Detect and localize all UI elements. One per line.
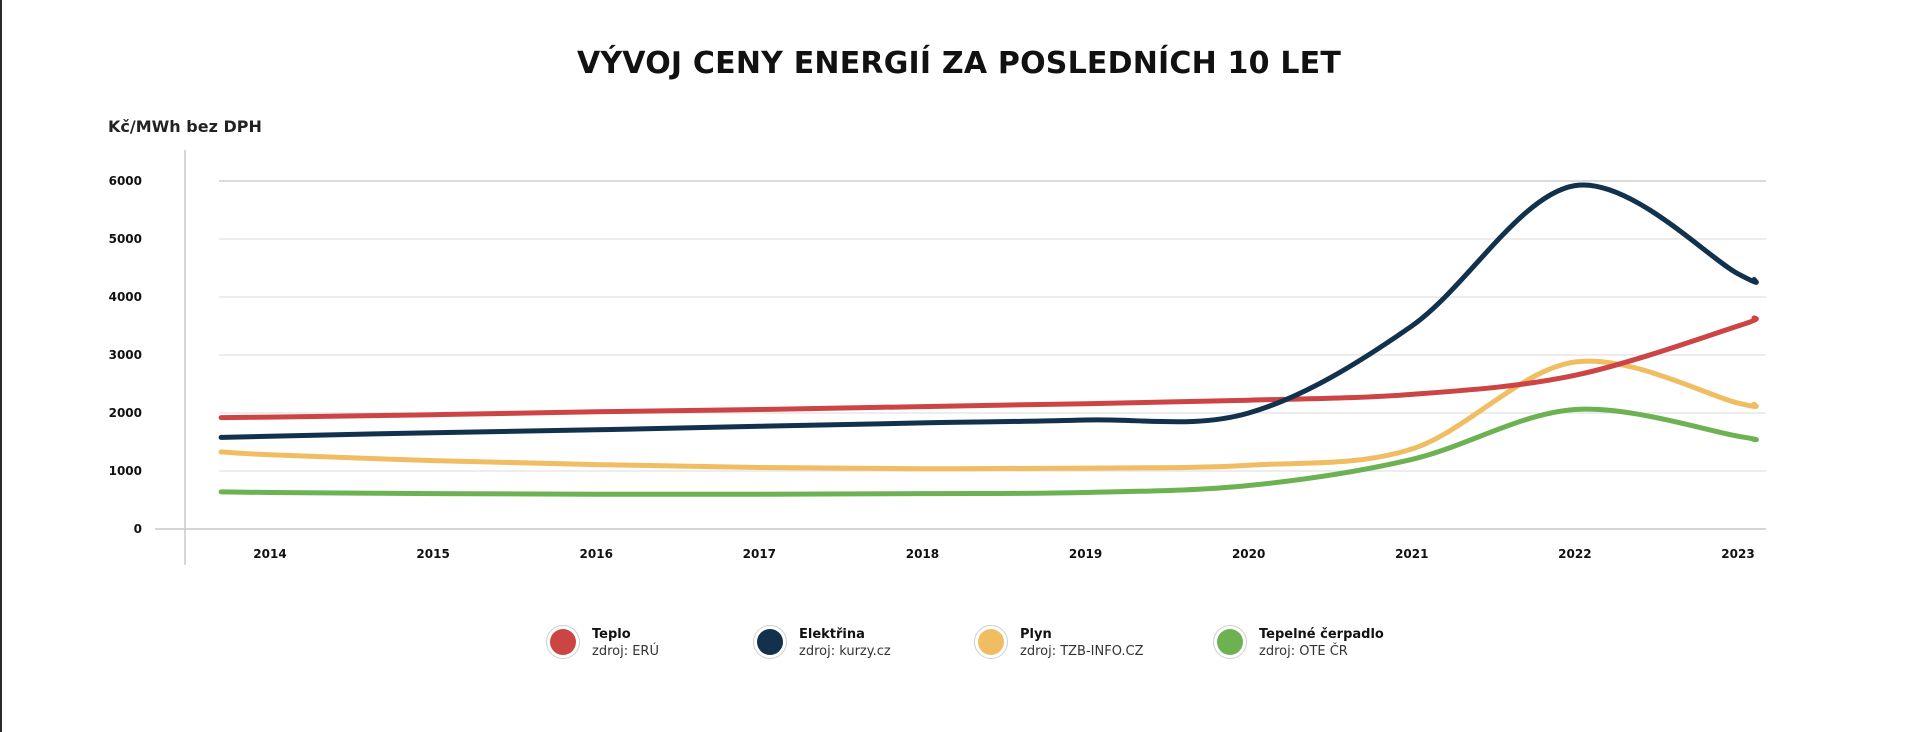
legend-dot [978,629,1004,655]
x-tick-label-2022: 2022 [1558,547,1591,561]
legend-item-teplo: Teplo zdroj: ERÚ [546,625,659,661]
y-tick-label-1000: 1000 [109,464,142,478]
legend: Teplo zdroj: ERÚ Elektřina zdroj: kurzy.… [0,625,1918,686]
legend-dot [550,629,576,655]
y-tick-label-3000: 3000 [109,348,142,362]
legend-label-tepelne-cerpadlo: Tepelné čerpadlo [1259,627,1384,642]
legend-dot [1217,629,1243,655]
y-axis-unit-label: Kč/MWh bez DPH [108,117,262,136]
x-tick-label-2020: 2020 [1232,547,1265,561]
legend-swatch-tepelne-cerpadlo [1213,625,1247,659]
legend-swatch-plyn [974,625,1008,659]
legend-item-plyn: Plyn zdroj: TZB-INFO.CZ [974,625,1144,661]
series-line-tepelne-cerpadlo [218,406,1759,497]
chart-title: VÝVOJ CENY ENERGIÍ ZA POSLEDNÍCH 10 LET [576,46,1342,81]
legend-dot [757,629,783,655]
y-tick-label-4000: 4000 [109,290,142,304]
x-tick-label-2019: 2019 [1069,547,1102,561]
legend-source-tepelne-cerpadlo: zdroj: OTE ČR [1259,644,1348,659]
legend-swatch-elektrina [753,625,787,659]
x-tick-label-2016: 2016 [580,547,613,561]
gridlines [219,180,1766,472]
series-lines [218,182,1759,497]
x-tick-label-2023: 2023 [1721,547,1754,561]
legend-item-tepelne-cerpadlo: Tepelné čerpadlo zdroj: OTE ČR [1213,625,1384,661]
window-left-border [0,0,2,732]
axes [155,150,1766,565]
legend-item-elektrina: Elektřina zdroj: kurzy.cz [753,625,891,661]
legend-source-elektrina: zdroj: kurzy.cz [799,644,891,659]
y-tick-label-5000: 5000 [109,232,142,246]
series-line-elektrina [218,182,1759,440]
series-line-plyn [218,358,1759,472]
x-tick-label-2017: 2017 [743,547,776,561]
x-tick-labels: 2014 2015 2016 2017 2018 2019 2020 2021 2022 2023 [253,547,1754,561]
y-tick-label-6000: 6000 [109,174,142,188]
y-tick-label-2000: 2000 [109,406,142,420]
y-tick-label-0: 0 [134,522,142,536]
legend-source-teplo: zdroj: ERÚ [592,644,659,659]
legend-source-plyn: zdroj: TZB-INFO.CZ [1020,644,1144,659]
y-tick-labels: 0 1000 2000 3000 4000 5000 6000 [109,174,142,536]
legend-label-plyn: Plyn [1020,627,1052,642]
x-tick-label-2018: 2018 [906,547,939,561]
legend-label-teplo: Teplo [592,627,631,642]
legend-label-elektrina: Elektřina [799,627,865,642]
x-tick-label-2021: 2021 [1395,547,1428,561]
x-tick-label-2014: 2014 [253,547,286,561]
x-tick-label-2015: 2015 [416,547,449,561]
series-line-teplo [218,315,1759,421]
legend-swatch-teplo [546,625,580,659]
